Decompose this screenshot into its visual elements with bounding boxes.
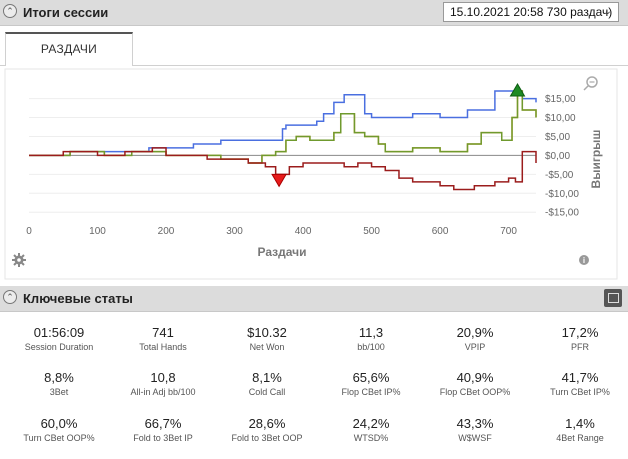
chevron-down-icon: ⌄ [603,6,612,17]
section-title: Итоги сессии [23,5,109,20]
stat-value: 8,8% [44,370,74,385]
stat-cell: 20,9% VPIP [423,325,527,352]
session-dropdown-value: 15.10.2021 20:58 730 раздач) [450,5,613,19]
stat-label: Total Hands [139,342,187,352]
stat-cell: 41,7% Turn CBet IP% [528,370,628,397]
stat-value: $10.32 [247,325,287,340]
stat-label: Cold Call [248,387,286,397]
x-tick-label: 100 [89,226,106,237]
section-title: Ключевые статы [23,291,133,306]
stat-cell: 01:56:09 Session Duration [7,325,111,352]
x-tick-label: 300 [226,226,243,237]
stat-cell: 65,6% Flop CBet IP% [319,370,423,397]
info-icon[interactable]: i [579,255,589,265]
stat-value: 17,2% [561,325,599,340]
stat-value: 741 [152,325,174,340]
x-axis-label: Раздачи [258,245,307,259]
stat-label: WTSD% [353,433,389,443]
y-tick-label: -$5,00 [545,170,574,181]
y-tick-label: -$15,00 [545,208,579,219]
svg-text:i: i [583,256,585,265]
stat-value: 20,9% [456,325,494,340]
stat-label: Fold to 3Bet IP [133,433,193,443]
stat-value: 1,4% [565,416,595,431]
stat-value: 40,9% [456,370,494,385]
stat-cell: 40,9% Flop CBet OOP% [423,370,527,397]
stat-label: Fold to 3Bet OOP [231,433,303,443]
session-summary-header: ⌃ Итоги сессии 15.10.2021 20:58 730 разд… [0,0,628,26]
session-dropdown[interactable]: 15.10.2021 20:58 730 раздач) ⌄ [443,2,619,22]
min-marker-icon [271,173,287,188]
tab-hands[interactable]: РАЗДАЧИ [5,32,133,66]
tab-strip: РАЗДАЧИ [0,26,628,66]
stat-value: 43,3% [456,416,494,431]
stat-value: 28,6% [248,416,286,431]
collapse-icon[interactable]: ⌃ [3,290,17,304]
stat-label: VPIP [464,342,486,352]
stat-label: Flop CBet IP% [341,387,401,397]
stat-value: 41,7% [561,370,599,385]
x-tick-label: 500 [363,226,380,237]
zoom-icon[interactable] [583,76,598,91]
x-tick-label: 700 [500,226,517,237]
stat-value: 8,1% [252,370,282,385]
series-line-blue [29,90,537,157]
stat-label: bb/100 [357,342,385,352]
stat-label: Turn CBet IP% [550,387,610,397]
stat-value: 10,8 [150,370,176,385]
stat-value: 66,7% [144,416,182,431]
stat-cell: 11,3 bb/100 [319,325,423,352]
stat-label: Turn CBet OOP% [23,433,95,443]
stat-cell: 60,0% Turn CBet OOP% [7,416,111,443]
stat-value: 65,6% [352,370,390,385]
stat-cell: 66,7% Fold to 3Bet IP [111,416,215,443]
stat-cell: 8,1% Cold Call [215,370,319,397]
x-tick-label: 0 [26,226,32,237]
stat-label: Net Won [249,342,285,352]
stat-label: W$WSF [458,433,492,443]
layout-toggle-button[interactable] [604,289,622,307]
stat-label: PFR [571,342,589,352]
y-tick-label: -$10,00 [545,189,579,200]
stat-cell: 8,8% 3Bet [7,370,111,397]
key-stats-header: ⌃ Ключевые статы [0,286,628,312]
stat-value: 01:56:09 [33,325,85,340]
stat-cell: 24,2% WTSD% [319,416,423,443]
stat-label: 4Bet Range [556,433,604,443]
stat-cell: 43,3% W$WSF [423,416,527,443]
stat-cell: 741 Total Hands [111,325,215,352]
stat-value: 11,3 [358,325,384,340]
x-tick-label: 200 [158,226,175,237]
stat-cell: $10.32 Net Won [215,325,319,352]
stat-value: 60,0% [40,416,78,431]
series-line-red [29,147,537,191]
stat-cell: 10,8 All-in Adj bb/100 [111,370,215,397]
stat-label: All-in Adj bb/100 [130,387,196,397]
stat-value: 24,2% [352,416,390,431]
winnings-chart-svg: 0 100 200 300 400 500 600 700 $15,00 $10,00 $5,00… [4,68,618,280]
key-stats-grid: 01:56:09 Session Duration 741 Total Hands $1… [0,318,628,459]
x-tick-label: 600 [432,226,449,237]
max-marker-icon [509,83,526,97]
winnings-chart: 0 100 200 300 400 500 600 700 $15,00 $10,00 $5,00… [0,66,628,282]
y-tick-label: $10,00 [545,113,576,124]
stat-cell: 28,6% Fold to 3Bet OOP [215,416,319,443]
y-axis-label: Выигрыш [589,130,603,189]
collapse-icon[interactable]: ⌃ [3,4,17,18]
stat-cell: 1,4% 4Bet Range [528,416,628,443]
x-tick-label: 400 [295,226,312,237]
y-tick-label: $0,00 [545,151,570,162]
stat-cell: 17,2% PFR [528,325,628,352]
stat-label: Session Duration [24,342,94,352]
y-tick-label: $15,00 [545,94,576,105]
gear-icon[interactable] [12,253,26,267]
stat-label: Flop CBet OOP% [439,387,511,397]
y-tick-label: $5,00 [545,132,570,143]
stat-label: 3Bet [49,387,69,397]
